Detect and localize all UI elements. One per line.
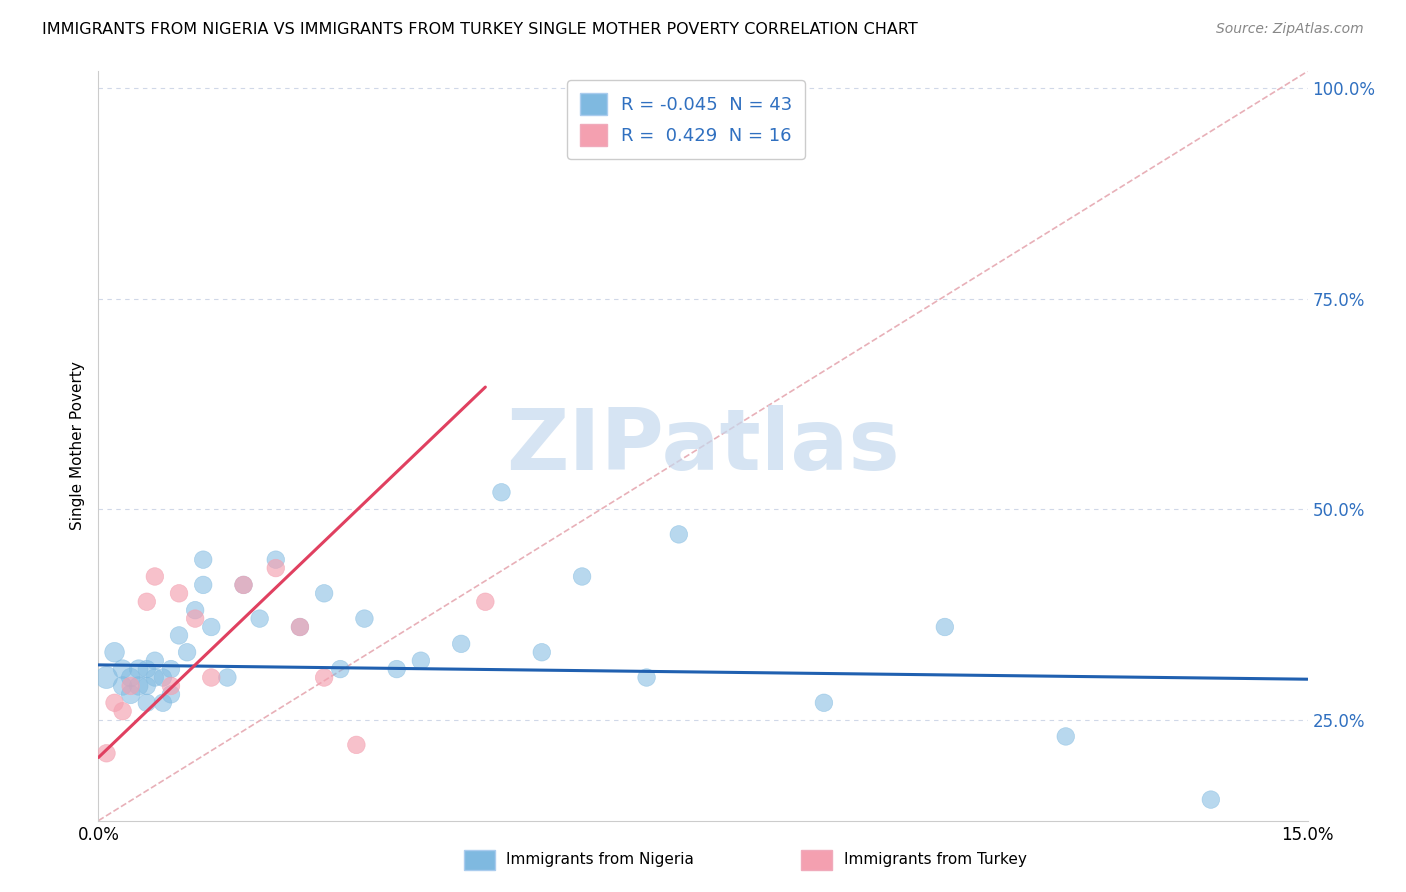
- Point: [128, 662, 150, 676]
- Point: [813, 696, 835, 710]
- Point: [474, 595, 496, 609]
- Point: [193, 552, 215, 566]
- Point: [167, 628, 190, 642]
- Point: [314, 671, 336, 685]
- Point: [143, 654, 166, 668]
- Point: [217, 671, 239, 685]
- Bar: [464, 850, 495, 870]
- Point: [571, 569, 593, 583]
- Point: [111, 704, 134, 718]
- Legend: R = -0.045  N = 43, R =  0.429  N = 16: R = -0.045 N = 43, R = 0.429 N = 16: [567, 80, 806, 159]
- Point: [128, 679, 150, 693]
- Point: [409, 654, 432, 668]
- Point: [264, 561, 287, 575]
- Point: [668, 527, 690, 541]
- Point: [1054, 730, 1077, 744]
- Point: [152, 671, 174, 685]
- Point: [200, 671, 222, 685]
- Point: [160, 687, 183, 701]
- Point: [636, 671, 658, 685]
- Point: [385, 662, 408, 676]
- Point: [353, 611, 375, 625]
- Point: [103, 645, 125, 659]
- Point: [232, 578, 254, 592]
- Point: [96, 671, 118, 685]
- Point: [120, 687, 142, 701]
- Point: [184, 603, 207, 617]
- Point: [160, 679, 183, 693]
- Point: [103, 696, 125, 710]
- Point: [135, 662, 157, 676]
- Point: [152, 696, 174, 710]
- Point: [111, 662, 134, 676]
- Point: [111, 679, 134, 693]
- Point: [530, 645, 553, 659]
- Point: [232, 578, 254, 592]
- Point: [176, 645, 198, 659]
- Point: [160, 662, 183, 676]
- Text: IMMIGRANTS FROM NIGERIA VS IMMIGRANTS FROM TURKEY SINGLE MOTHER POVERTY CORRELAT: IMMIGRANTS FROM NIGERIA VS IMMIGRANTS FR…: [42, 22, 918, 37]
- Text: Immigrants from Turkey: Immigrants from Turkey: [844, 853, 1026, 867]
- Point: [934, 620, 956, 634]
- Point: [96, 746, 118, 760]
- Point: [184, 611, 207, 625]
- Text: Source: ZipAtlas.com: Source: ZipAtlas.com: [1216, 22, 1364, 37]
- Point: [329, 662, 352, 676]
- Point: [249, 611, 271, 625]
- Point: [135, 595, 157, 609]
- Point: [143, 671, 166, 685]
- Point: [200, 620, 222, 634]
- Point: [193, 578, 215, 592]
- Point: [314, 586, 336, 600]
- Y-axis label: Single Mother Poverty: Single Mother Poverty: [69, 361, 84, 531]
- Text: ZIPatlas: ZIPatlas: [506, 404, 900, 488]
- Bar: [801, 850, 832, 870]
- Point: [1199, 792, 1222, 806]
- Point: [135, 696, 157, 710]
- Point: [288, 620, 311, 634]
- Text: Immigrants from Nigeria: Immigrants from Nigeria: [506, 853, 695, 867]
- Point: [120, 671, 142, 685]
- Point: [167, 586, 190, 600]
- Point: [491, 485, 513, 500]
- Point: [143, 569, 166, 583]
- Point: [288, 620, 311, 634]
- Point: [450, 637, 472, 651]
- Point: [264, 552, 287, 566]
- Point: [120, 679, 142, 693]
- Point: [135, 679, 157, 693]
- Point: [344, 738, 367, 752]
